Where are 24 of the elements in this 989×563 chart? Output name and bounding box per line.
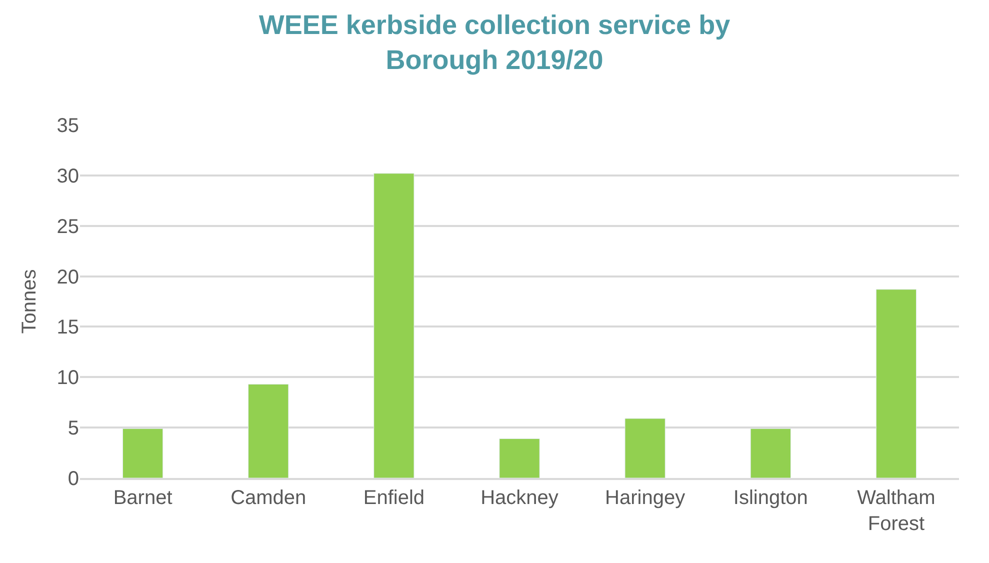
y-tick-label: 10 — [56, 367, 79, 390]
x-tick-label: Camden — [230, 487, 306, 509]
y-tick-label: 5 — [68, 418, 79, 440]
chart-title: WEEE kerbside collection service by Borough 2019/20 — [258, 10, 730, 75]
bar — [624, 418, 666, 478]
bar — [248, 384, 289, 478]
y-tick-label: 30 — [56, 165, 79, 188]
bar — [876, 289, 917, 478]
bar — [122, 428, 164, 478]
bar — [374, 173, 414, 478]
bar — [750, 428, 791, 478]
y-tick-label: 0 — [68, 468, 79, 490]
y-tick-label: 20 — [56, 266, 79, 288]
x-tick-label: Haringey — [605, 487, 686, 509]
y-axis-title: Tonnes — [18, 269, 40, 334]
y-tick-label: 25 — [56, 216, 79, 238]
x-tick-label: Hackney — [480, 487, 558, 509]
x-tick-label: Enfield — [363, 487, 425, 509]
x-tick-label: Barnet — [113, 487, 173, 509]
x-tick-label: Waltham Forest — [857, 487, 936, 535]
bar — [499, 438, 540, 478]
x-tick-label: Islington — [733, 487, 808, 509]
y-tick-label: 15 — [56, 316, 79, 339]
y-tick-label: 35 — [56, 115, 79, 137]
